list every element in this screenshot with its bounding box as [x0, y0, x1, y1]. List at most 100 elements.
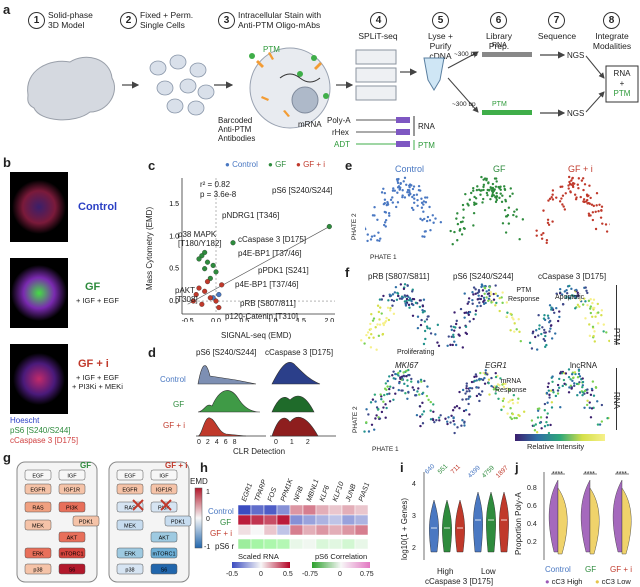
- f-ccasp-pt-49: [597, 311, 600, 314]
- f-mki67-pt-61: [371, 398, 375, 401]
- f-ps6-pt-63: [517, 318, 520, 321]
- e-gfi-pt-39: [595, 204, 598, 207]
- e-control-pt-15: [416, 198, 419, 202]
- c-point-Control-1: [216, 292, 222, 298]
- e-gf-pt-59: [501, 194, 504, 197]
- e-control-pt-99: [418, 189, 422, 192]
- j-ytick-08: 0.8: [527, 485, 537, 492]
- f-mki67-pt-67: [383, 393, 386, 397]
- e-gfi-pt-30: [594, 210, 597, 213]
- f-ps6-pt-98: [458, 326, 461, 329]
- arrow-7b: [585, 91, 605, 113]
- e-gf-pt-72: [494, 185, 498, 188]
- e-gfi-pt-50: [579, 195, 582, 199]
- e-control-pt-65: [383, 198, 387, 201]
- f-prb-pt-82: [416, 315, 420, 318]
- f-lncrna-pt-98: [568, 386, 571, 389]
- f-egr1-pt-103: [486, 373, 489, 376]
- e-gf-pt-104: [451, 243, 454, 246]
- e-control-pt-87: [401, 189, 404, 192]
- e-gf-pt-106: [512, 213, 515, 217]
- f-ps6-pt-43: [487, 297, 491, 300]
- step-8-number: 8: [603, 12, 620, 29]
- e-control-pt-83: [385, 203, 389, 207]
- f-ps6-pt-67: [513, 330, 516, 333]
- f-egr1-pt-109: [502, 385, 506, 389]
- f-prb-pt-9: [429, 332, 433, 335]
- f-title-lncrna: lncRNA: [570, 361, 598, 370]
- e-gfi-pt-70: [569, 190, 572, 193]
- f-ccasp-pt-84: [537, 314, 540, 317]
- step-2-label: Fixed + Perm. Single Cells: [140, 10, 215, 30]
- f-egr1-pt-78: [516, 401, 519, 404]
- f-prb-pt-16: [421, 308, 424, 312]
- f-ccasp-pt-72: [608, 339, 610, 343]
- f-prb-pt-81: [382, 322, 385, 325]
- e-gfi-pt-49: [580, 179, 584, 182]
- f-lncrna-pt-115: [546, 385, 550, 389]
- i-violin-3: [473, 491, 483, 553]
- e-control-pt-66: [411, 195, 414, 199]
- step-4-number: 4: [370, 12, 387, 29]
- h-cell-2-4: [289, 524, 304, 536]
- e-gfi-pt-73: [581, 177, 585, 180]
- f-ccasp-pt-1: [560, 293, 564, 296]
- f-ps6-pt-39: [477, 294, 480, 297]
- e-gfi-pt-54: [564, 192, 567, 195]
- f-mki67-pt-107: [388, 400, 392, 403]
- f-prb-pt-118: [376, 304, 380, 307]
- f-ccasp-pt-89: [551, 307, 554, 310]
- f-ps6-pt-94: [478, 301, 481, 304]
- f-mki67-pt-27: [418, 393, 421, 396]
- f-ccasp-pt-29: [561, 303, 565, 306]
- step-7-label: Sequence: [537, 31, 577, 41]
- g-node-R-AKT: [150, 531, 178, 543]
- f-mki67-pt-2: [389, 385, 392, 388]
- g-node-label-R-RAS: RAS: [124, 506, 136, 512]
- f-axis2: PHATE 2: [352, 406, 359, 433]
- h-corr-2: [263, 538, 278, 550]
- f-mki67-pt-92: [403, 375, 406, 378]
- f-mki67-pt-32: [392, 370, 395, 373]
- e-control-pt-21: [423, 235, 426, 238]
- f-egr1-pt-57: [464, 408, 468, 412]
- f-ps6-pt-115: [483, 287, 487, 290]
- f-mki67-pt-65: [432, 410, 435, 413]
- f-egr1-pt-94: [465, 398, 468, 401]
- e-gf-pt-34: [482, 197, 485, 201]
- j-ylabel: Proportion Poly-A: [514, 492, 523, 555]
- i-violin-1: [442, 499, 452, 553]
- d-xticks-right: 012: [274, 438, 322, 447]
- f-ps6-pt-76: [452, 333, 455, 337]
- arrow-5b: [447, 77, 479, 113]
- f-ps6-pt-101: [472, 286, 476, 289]
- f-mki67-pt-34: [384, 382, 388, 385]
- e-gf-pt-23: [482, 185, 485, 189]
- f-lncrna-pt-42: [562, 378, 566, 382]
- f-ccasp-pt-77: [600, 309, 604, 312]
- f-ccasp-pt-12: [585, 289, 588, 293]
- f-ccasp-pt-114: [548, 304, 552, 307]
- f-mki67-pt-39: [394, 392, 397, 395]
- e-gf-pt-41: [495, 191, 498, 195]
- f-lncrna-pt-25: [588, 406, 591, 410]
- h-scale-b-2: 0.75: [360, 571, 374, 578]
- e-control-pt-57: [370, 235, 374, 238]
- e-gfi-pt-84: [600, 209, 603, 212]
- g-node-label-R-mTORC1: mTORC1: [152, 552, 175, 558]
- f-ccasp-pt-80: [586, 303, 589, 307]
- f-ccasp-pt-94: [586, 291, 589, 295]
- f-lncrna-pt-81: [567, 368, 571, 371]
- f-ccasp-pt-102: [555, 292, 558, 295]
- f-mki67-pt-55: [384, 403, 387, 406]
- f-ccasp-pt-60: [530, 347, 534, 350]
- step-4-label: SPLiT-seq: [358, 31, 398, 41]
- f-ps6-pt-119: [454, 343, 458, 347]
- f-prb-pt-115: [380, 312, 383, 315]
- f-ccasp-pt-86: [589, 311, 593, 315]
- f-ps6-pt-14: [453, 340, 456, 343]
- step-1-label: Solid-phase 3D Model: [48, 10, 108, 30]
- f-prb-pt-117: [370, 312, 373, 316]
- f-mki67-pt-116: [437, 416, 441, 419]
- f-lncrna-pt-118: [546, 401, 549, 404]
